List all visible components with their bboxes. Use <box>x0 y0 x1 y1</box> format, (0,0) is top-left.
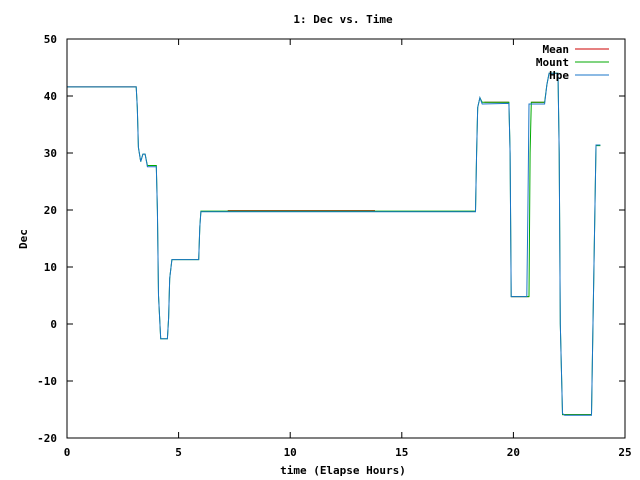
series-line-hpe <box>67 72 601 416</box>
x-axis-label: time (Elapse Hours) <box>280 464 406 477</box>
y-tick-label: 0 <box>50 318 57 331</box>
y-tick-label: 30 <box>44 147 57 160</box>
x-tick-label: 20 <box>507 446 520 459</box>
x-tick-label: 5 <box>175 446 182 459</box>
x-tick-label: 25 <box>618 446 631 459</box>
plot-frame <box>66 38 626 439</box>
y-tick-label: 40 <box>44 90 57 103</box>
axes: 0 5 10 15 20 25 -20 -10 0 10 20 30 40 50 <box>37 33 632 459</box>
x-tick-label: 10 <box>284 446 297 459</box>
y-tick-label: -10 <box>37 375 57 388</box>
series-line-mount <box>67 72 601 416</box>
plot-lines <box>67 72 601 416</box>
x-tick-label: 15 <box>395 446 408 459</box>
y-tick-label: 50 <box>44 33 57 46</box>
legend-label-mean: Mean <box>543 43 570 56</box>
y-tick-label: 10 <box>44 261 57 274</box>
y-tick-label: -20 <box>37 432 57 445</box>
y-axis-label: Dec <box>17 229 30 249</box>
x-tick-label: 0 <box>64 446 71 459</box>
legend-label-mount: Mount <box>536 56 569 69</box>
chart-title: 1: Dec vs. Time <box>293 13 393 26</box>
y-tick-label: 20 <box>44 204 57 217</box>
legend-label-hpe: Hpe <box>549 69 569 82</box>
